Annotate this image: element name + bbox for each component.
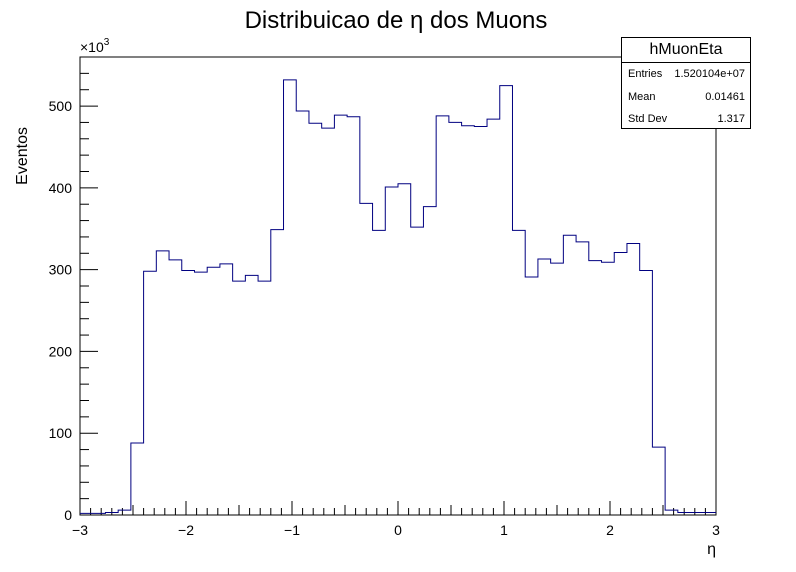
stats-label: Std Dev — [628, 113, 668, 126]
stats-value: 1.317 — [717, 113, 745, 126]
stats-row-entries: Entries 1.520104e+07 — [622, 63, 750, 86]
y-axis-ticks: 0 100 200 300 400 500 — [49, 56, 98, 523]
y-tick-label: 500 — [49, 98, 73, 114]
y-multiplier: ×103 — [80, 37, 110, 55]
stats-label: Entries — [628, 68, 663, 81]
x-tick-label: 1 — [500, 522, 508, 538]
stats-value: 1.520104e+07 — [674, 68, 745, 81]
x-tick-label: −1 — [284, 522, 300, 538]
y-axis-label: Eventos — [14, 127, 31, 185]
x-axis-label: η — [707, 541, 716, 558]
stats-value: 0.01461 — [705, 90, 745, 103]
x-tick-label: 0 — [394, 522, 402, 538]
stats-row-mean: Mean 0.01461 — [622, 86, 750, 109]
y-tick-label: 100 — [49, 425, 73, 441]
x-tick-label: 2 — [606, 522, 614, 538]
y-tick-label: 400 — [49, 180, 73, 196]
x-axis-ticks: −3 −2 −1 0 1 2 3 — [72, 501, 720, 538]
x-tick-label: −3 — [72, 522, 88, 538]
stats-box: hMuonEta Entries 1.520104e+07 Mean 0.014… — [621, 37, 751, 129]
chart-title: Distribuicao de η dos Muons — [245, 7, 548, 34]
y-tick-label: 300 — [49, 262, 73, 278]
histogram-line — [80, 79, 716, 514]
stats-row-stddev: Std Dev 1.317 — [622, 108, 750, 131]
y-multiplier-exponent: 3 — [104, 37, 110, 48]
y-multiplier-base: ×10 — [80, 39, 104, 55]
x-tick-label: −2 — [178, 522, 194, 538]
y-tick-label: 0 — [64, 507, 72, 523]
stats-label: Mean — [628, 90, 656, 103]
y-tick-label: 200 — [49, 343, 73, 359]
stats-title: hMuonEta — [622, 38, 750, 63]
x-tick-label: 3 — [712, 522, 720, 538]
